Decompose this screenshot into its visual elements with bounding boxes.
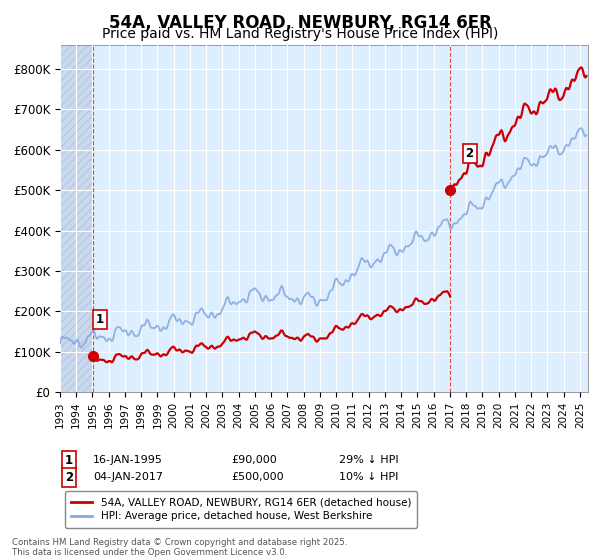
Text: 29% ↓ HPI: 29% ↓ HPI (339, 455, 398, 465)
Text: 10% ↓ HPI: 10% ↓ HPI (339, 472, 398, 482)
Text: Price paid vs. HM Land Registry's House Price Index (HPI): Price paid vs. HM Land Registry's House … (102, 27, 498, 41)
Text: 1: 1 (95, 313, 104, 326)
Text: 1: 1 (65, 454, 73, 467)
Bar (60, 45, 93, 392)
Text: £90,000: £90,000 (231, 455, 277, 465)
Text: Contains HM Land Registry data © Crown copyright and database right 2025.
This d: Contains HM Land Registry data © Crown c… (12, 538, 347, 557)
Legend: 54A, VALLEY ROAD, NEWBURY, RG14 6ER (detached house), HPI: Average price, detach: 54A, VALLEY ROAD, NEWBURY, RG14 6ER (det… (65, 491, 418, 528)
Text: 2: 2 (65, 470, 73, 484)
Text: 2: 2 (466, 147, 473, 160)
Text: 54A, VALLEY ROAD, NEWBURY, RG14 6ER: 54A, VALLEY ROAD, NEWBURY, RG14 6ER (109, 14, 491, 32)
Text: 16-JAN-1995: 16-JAN-1995 (93, 455, 163, 465)
Bar (60, 45, 93, 392)
Text: £500,000: £500,000 (231, 472, 284, 482)
Text: 04-JAN-2017: 04-JAN-2017 (93, 472, 163, 482)
